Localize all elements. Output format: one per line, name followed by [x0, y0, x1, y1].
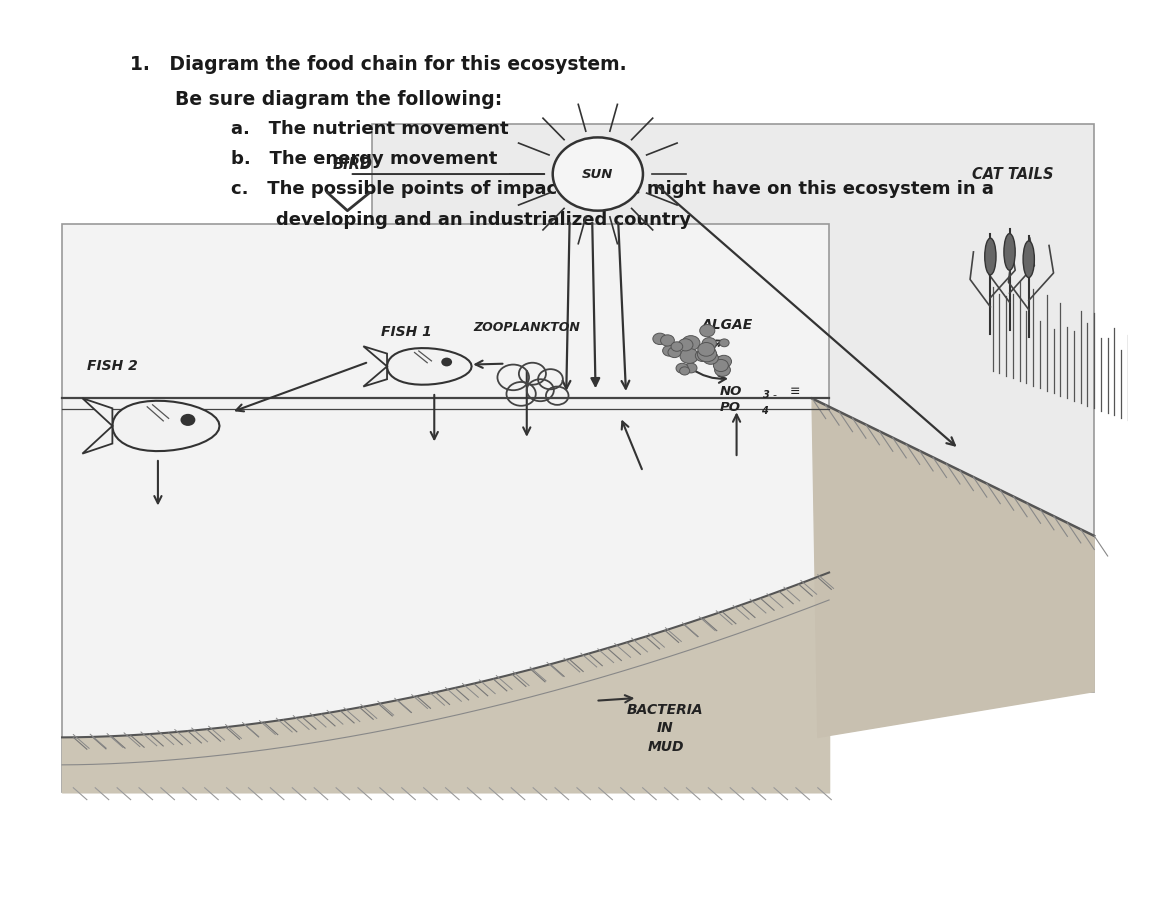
Text: SUN: SUN [583, 168, 613, 180]
Text: 3: 3 [763, 390, 769, 399]
Polygon shape [812, 398, 1094, 737]
Text: BIRD: BIRD [332, 158, 373, 172]
Circle shape [695, 350, 709, 362]
Ellipse shape [1023, 241, 1034, 278]
Circle shape [716, 355, 731, 367]
Circle shape [700, 324, 715, 337]
Text: BACTERIA: BACTERIA [627, 703, 704, 717]
Circle shape [180, 414, 195, 426]
Text: c.   The possible points of impact people might have on this ecosystem in a: c. The possible points of impact people … [232, 180, 994, 199]
Circle shape [679, 339, 693, 351]
Polygon shape [112, 401, 220, 451]
Text: Be sure diagram the following:: Be sure diagram the following: [174, 90, 502, 109]
Circle shape [703, 352, 718, 365]
Circle shape [662, 345, 676, 356]
Circle shape [714, 356, 728, 368]
Text: developing and an industrialized country: developing and an industrialized country [276, 211, 691, 229]
Circle shape [672, 342, 683, 352]
Circle shape [697, 346, 716, 362]
Circle shape [684, 363, 697, 373]
Text: NO: NO [720, 385, 742, 398]
Text: FISH 2: FISH 2 [87, 359, 138, 374]
Polygon shape [82, 398, 112, 453]
Text: -: - [772, 390, 777, 399]
Text: FISH 1: FISH 1 [380, 324, 432, 339]
Text: CAT TAILS: CAT TAILS [972, 167, 1054, 181]
Circle shape [676, 364, 688, 373]
Bar [62, 224, 830, 792]
Circle shape [720, 339, 729, 347]
Circle shape [661, 335, 674, 346]
Circle shape [715, 364, 730, 376]
Ellipse shape [1004, 234, 1016, 270]
Ellipse shape [985, 238, 996, 275]
Circle shape [702, 338, 716, 349]
Text: MUD: MUD [647, 739, 683, 754]
Circle shape [697, 343, 715, 356]
Circle shape [714, 359, 729, 372]
Text: 4: 4 [762, 407, 769, 416]
Polygon shape [364, 346, 387, 387]
Text: a.   The nutrient movement: a. The nutrient movement [232, 120, 509, 138]
Circle shape [552, 137, 644, 211]
Circle shape [682, 335, 700, 350]
Text: ZOOPLANKTON: ZOOPLANKTON [474, 321, 580, 333]
Polygon shape [387, 348, 472, 385]
Text: 1.   Diagram the food chain for this ecosystem.: 1. Diagram the food chain for this ecosy… [130, 55, 626, 74]
Circle shape [668, 347, 681, 357]
Circle shape [680, 366, 689, 375]
Text: b.   The energy movement: b. The energy movement [232, 150, 497, 169]
Text: ≡: ≡ [790, 385, 800, 398]
Text: PO: PO [720, 401, 741, 414]
Text: IN: IN [658, 721, 674, 736]
Bar [372, 124, 1094, 692]
Circle shape [441, 357, 452, 366]
Text: ALGAE: ALGAE [702, 318, 753, 333]
Circle shape [653, 333, 667, 344]
Circle shape [680, 348, 698, 364]
